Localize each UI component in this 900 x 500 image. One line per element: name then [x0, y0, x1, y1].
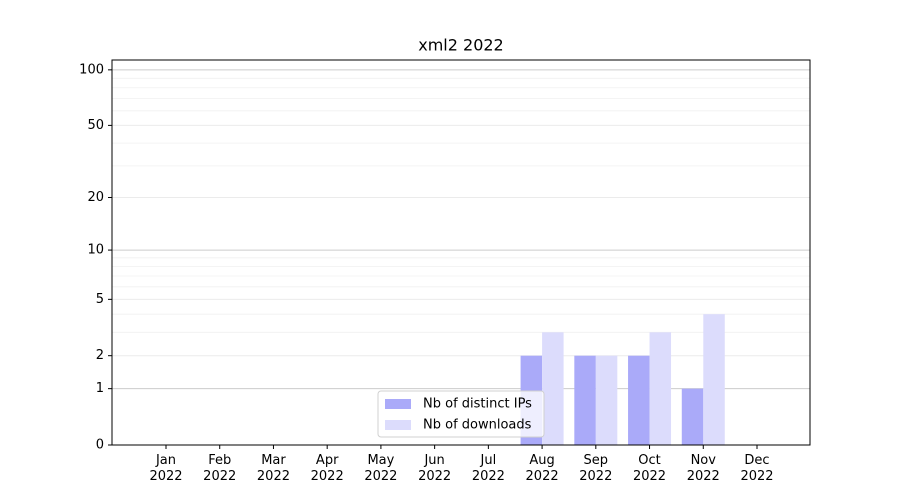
- legend-label: Nb of distinct IPs: [423, 397, 532, 412]
- bar: [542, 332, 564, 445]
- x-tick-label: Oct 2022: [632, 453, 667, 484]
- legend-box: [377, 390, 545, 438]
- plot-frame: [111, 59, 811, 446]
- bar: [681, 388, 704, 445]
- legend-label: Nb of downloads: [423, 418, 532, 433]
- chart-title: xml2 2022: [418, 36, 503, 55]
- legend-swatch: [385, 420, 411, 430]
- bar: [574, 355, 596, 445]
- y-tick-label: 1: [96, 381, 104, 396]
- x-tick-label: Sep 2022: [579, 453, 613, 484]
- x-tick-label: Nov 2022: [686, 453, 720, 484]
- x-tick-label: Jan 2022: [149, 453, 183, 484]
- legend-swatch: [385, 399, 411, 409]
- x-tick-label: Jul 2022: [471, 453, 505, 484]
- x-tick-label: Jun 2022: [418, 453, 452, 484]
- y-tick-label: 0: [96, 438, 104, 453]
- x-tick-label: Dec 2022: [740, 453, 774, 484]
- legend: Nb of distinct IPs Nb of downloads: [377, 390, 545, 438]
- y-tick-label: 50: [87, 118, 104, 133]
- bar: [628, 355, 650, 445]
- x-tick-label: Feb 2022: [203, 453, 237, 484]
- y-tick-label: 2: [96, 348, 104, 363]
- x-tick-label: May 2022: [364, 453, 398, 484]
- y-tick-label: 10: [87, 243, 104, 258]
- y-tick-label: 5: [96, 292, 104, 307]
- bar: [595, 355, 618, 445]
- bar: [649, 332, 672, 445]
- y-tick-label: 100: [79, 62, 104, 77]
- bar: [703, 314, 725, 445]
- x-tick-label: Mar 2022: [256, 453, 290, 484]
- x-tick-label: Aug 2022: [525, 453, 559, 484]
- y-tick-label: 20: [87, 190, 104, 205]
- x-tick-label: Apr 2022: [310, 453, 344, 484]
